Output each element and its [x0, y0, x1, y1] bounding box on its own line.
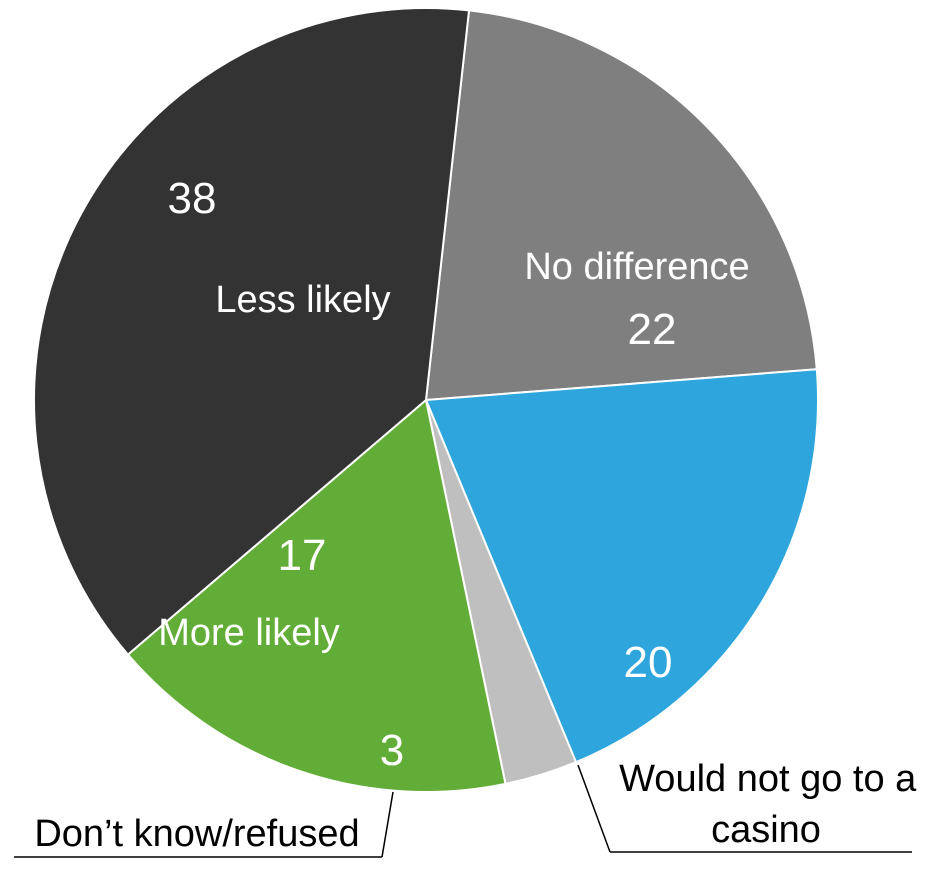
label-would-not-go-line2: casino [711, 809, 821, 851]
label-no-difference: No difference [524, 246, 749, 288]
label-dont-know: Don’t know/refused [34, 813, 359, 855]
label-more-likely: More likely [158, 612, 340, 654]
label-would-not-go-line1: Would not go to a [619, 758, 917, 800]
pie-slice-less-likely [33, 7, 471, 656]
leader-line-would-not-go [577, 764, 611, 853]
pie-slice-no-difference [424, 9, 818, 402]
value-no-difference: 22 [628, 305, 677, 354]
label-would-not-go: Would not go to a casino [619, 758, 927, 851]
label-less-likely: Less likely [215, 279, 390, 321]
pie-slices [33, 7, 819, 794]
value-less-likely: 38 [168, 174, 217, 223]
value-dont-know: 3 [380, 726, 404, 775]
value-more-likely: 17 [278, 531, 327, 580]
leader-line-dont-know [381, 791, 394, 858]
pie-slice-would-not-go-to-a-casino [424, 368, 819, 764]
value-would-not-go: 20 [624, 638, 673, 687]
pie-slice-more-likely [126, 398, 507, 794]
